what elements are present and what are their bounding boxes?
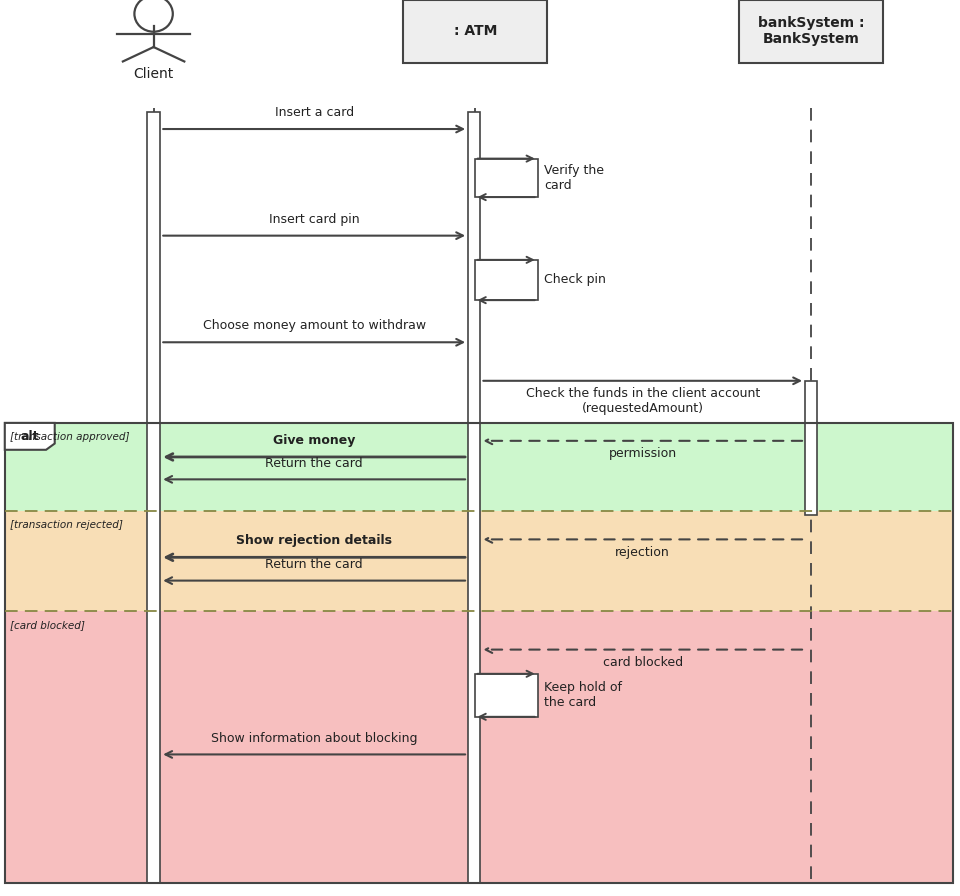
Text: bankSystem :
BankSystem: bankSystem : BankSystem [758, 16, 864, 47]
Text: Choose money amount to withdraw: Choose money amount to withdraw [203, 319, 425, 332]
Text: rejection: rejection [615, 546, 670, 559]
Text: [card blocked]: [card blocked] [10, 620, 84, 630]
Bar [5, 511, 953, 611]
Text: Return the card: Return the card [265, 557, 363, 571]
Text: : ATM: : ATM [453, 24, 497, 39]
Bar [5, 423, 953, 511]
Text: Give money: Give money [273, 434, 355, 447]
Bar [474, 159, 538, 197]
Bar [468, 112, 480, 883]
Text: card blocked: card blocked [603, 656, 683, 669]
Bar [5, 423, 953, 883]
Bar [804, 381, 818, 515]
Text: Insert a card: Insert a card [275, 106, 353, 119]
Text: Insert card pin: Insert card pin [269, 212, 359, 226]
Bar [147, 112, 159, 883]
Text: Show information about blocking: Show information about blocking [211, 731, 418, 745]
Text: Return the card: Return the card [265, 456, 363, 470]
Text: [transaction approved]: [transaction approved] [10, 432, 129, 442]
Text: Check pin: Check pin [544, 273, 606, 287]
Text: Verify the
card: Verify the card [544, 164, 605, 192]
Text: Show rejection details: Show rejection details [236, 534, 392, 547]
FancyBboxPatch shape [403, 0, 547, 63]
Text: Client: Client [133, 67, 174, 82]
FancyBboxPatch shape [739, 0, 883, 63]
Bar [5, 611, 953, 883]
Bar [474, 260, 538, 300]
Text: alt: alt [20, 430, 39, 443]
Text: [transaction rejected]: [transaction rejected] [10, 520, 123, 530]
Bar [474, 674, 538, 717]
Text: Check the funds in the client account
(requestedAmount): Check the funds in the client account (r… [525, 387, 760, 415]
Text: Keep hold of
the card: Keep hold of the card [544, 681, 622, 710]
Polygon shape [5, 423, 55, 450]
Text: permission: permission [609, 447, 677, 461]
